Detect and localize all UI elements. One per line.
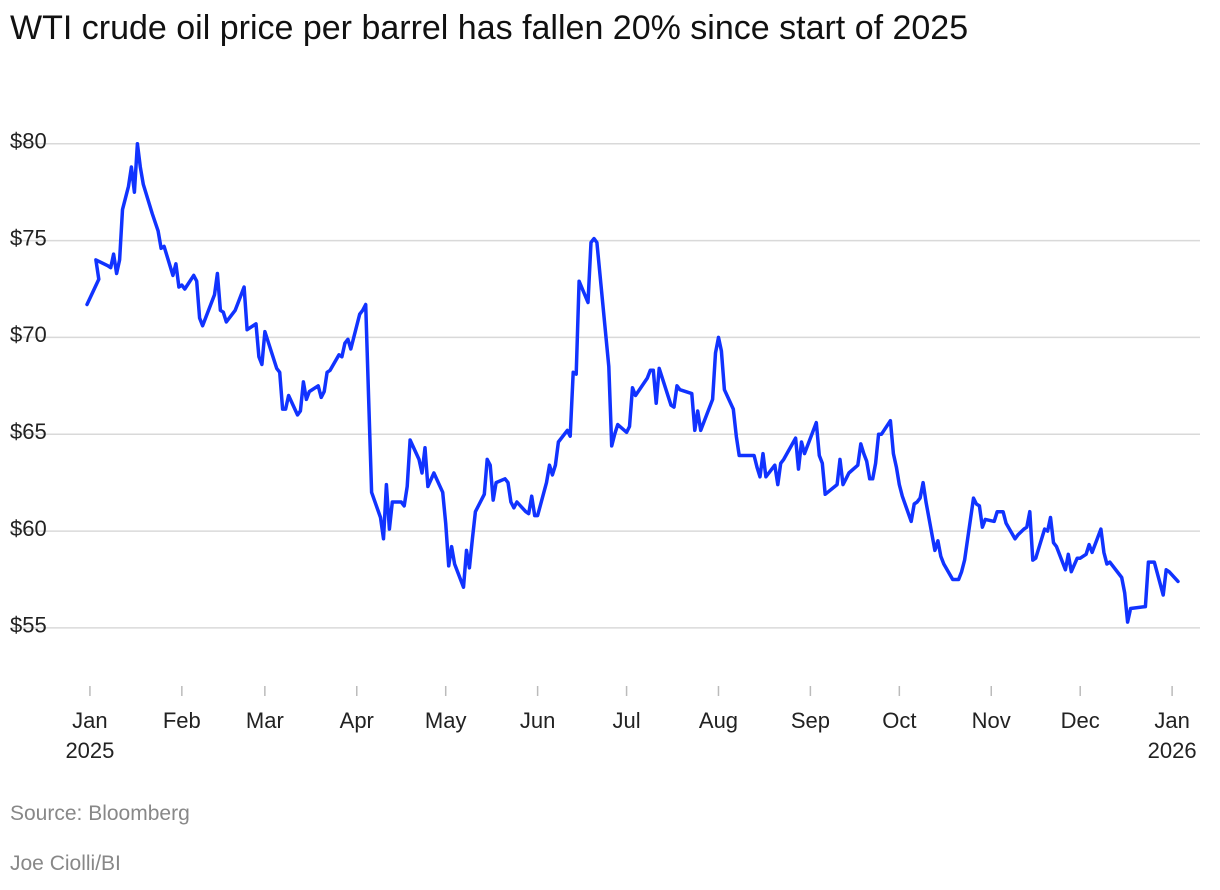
source: Source: Bloomberg: [10, 802, 190, 825]
x-tick-label: Jan 2025: [65, 708, 115, 763]
y-tick-label: $75: [10, 225, 47, 250]
chart-title: WTI crude oil price per barrel has falle…: [10, 9, 968, 47]
credit: Joe Ciolli/BI: [10, 852, 121, 875]
x-tick-label: Feb: [162, 708, 201, 733]
x-tick-label: Jun: [519, 708, 556, 733]
x-tick-label: Mar: [245, 708, 284, 733]
x-tick-label: Jan 2026: [1147, 708, 1197, 763]
x-tick-label: Jul: [612, 708, 641, 733]
price-line: [85, 141, 1180, 624]
y-tick-label: $55: [10, 613, 47, 638]
x-tick-label: Sep: [790, 708, 830, 733]
x-tick-label: Apr: [339, 708, 374, 733]
x-tick-label: Aug: [698, 708, 739, 733]
x-tick-label: May: [424, 708, 467, 733]
y-tick-label: $70: [10, 322, 47, 347]
y-tick-label: $80: [10, 129, 47, 154]
x-tick-label: Oct: [882, 708, 917, 733]
x-tick-label: Dec: [1060, 708, 1100, 733]
x-tick-label: Nov: [971, 708, 1011, 733]
y-tick-label: $60: [10, 516, 47, 541]
y-tick-label: $65: [10, 419, 47, 444]
